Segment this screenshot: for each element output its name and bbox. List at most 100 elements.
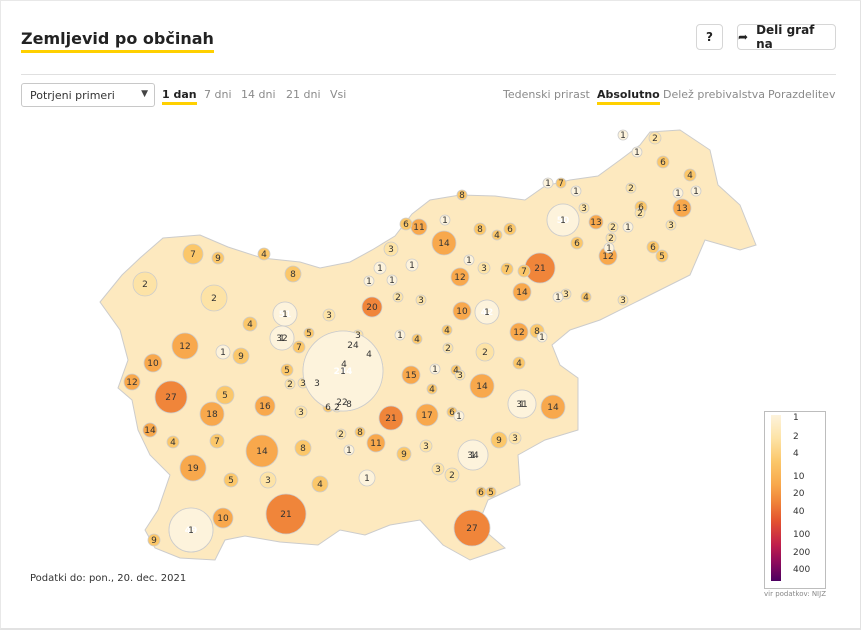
tab-period-7-dni[interactable]: 7 dni	[204, 88, 232, 101]
municipality-region[interactable]	[552, 291, 564, 303]
municipality-region[interactable]	[475, 342, 495, 362]
municipality-region[interactable]	[245, 434, 279, 468]
municipality-region[interactable]	[546, 203, 580, 237]
municipality-region[interactable]	[302, 330, 384, 412]
municipality-region[interactable]	[536, 331, 548, 343]
municipality-region[interactable]	[426, 383, 438, 395]
municipality-region[interactable]	[477, 261, 491, 275]
case-type-select[interactable]: Potrjeni primeri ▼	[21, 83, 155, 107]
municipality-region[interactable]	[363, 275, 375, 287]
municipality-region[interactable]	[509, 322, 529, 342]
municipality-region[interactable]	[453, 410, 465, 422]
municipality-region[interactable]	[361, 296, 383, 318]
municipality-region[interactable]	[259, 471, 277, 489]
municipality-region[interactable]	[211, 251, 225, 265]
municipality-region[interactable]	[500, 262, 514, 276]
municipality-region[interactable]	[646, 240, 660, 254]
municipality-region[interactable]	[441, 324, 453, 336]
municipality-region[interactable]	[415, 403, 439, 427]
municipality-region[interactable]	[485, 486, 497, 498]
municipality-region[interactable]	[665, 219, 677, 231]
municipality-region[interactable]	[617, 129, 629, 141]
municipality-region[interactable]	[512, 282, 532, 302]
municipality-region[interactable]	[143, 353, 163, 373]
municipality-region[interactable]	[294, 405, 308, 419]
municipality-region[interactable]	[209, 433, 225, 449]
municipality-region[interactable]	[254, 395, 276, 417]
municipality-region[interactable]	[179, 454, 207, 482]
municipality-region[interactable]	[358, 469, 376, 487]
tab-view-porazdelitev[interactable]: Porazdelitev	[768, 88, 836, 101]
municipality-region[interactable]	[503, 222, 517, 236]
municipality-region[interactable]	[490, 431, 508, 449]
municipality-region[interactable]	[570, 185, 582, 197]
municipality-region[interactable]	[439, 214, 451, 226]
municipality-region[interactable]	[123, 373, 141, 391]
municipality-region[interactable]	[648, 131, 662, 145]
tab-period-1-dan[interactable]: 1 dan	[162, 88, 197, 105]
municipality-region[interactable]	[540, 394, 566, 420]
municipality-region[interactable]	[232, 347, 250, 365]
municipality-region[interactable]	[655, 249, 669, 263]
municipality-region[interactable]	[454, 369, 466, 381]
municipality-region[interactable]	[431, 230, 457, 256]
municipality-region[interactable]	[512, 356, 526, 370]
municipality-region[interactable]	[396, 446, 412, 462]
municipality-region[interactable]	[507, 389, 537, 419]
municipality-region[interactable]	[690, 185, 702, 197]
municipality-region[interactable]	[672, 187, 684, 199]
municipality-region[interactable]	[200, 284, 228, 312]
tab-view-absolutno[interactable]: Absolutno	[597, 88, 660, 105]
municipality-region[interactable]	[215, 385, 235, 405]
municipality-region[interactable]	[335, 428, 347, 440]
municipality-region[interactable]	[578, 202, 590, 214]
municipality-region[interactable]	[450, 267, 470, 287]
municipality-region[interactable]	[284, 265, 302, 283]
municipality-region[interactable]	[625, 182, 637, 194]
municipality-region[interactable]	[257, 247, 271, 261]
share-button[interactable]: ➦ Deli graf na	[737, 23, 836, 51]
municipality-region[interactable]	[171, 332, 199, 360]
municipality-region[interactable]	[411, 333, 423, 345]
municipality-region[interactable]	[166, 435, 180, 449]
municipality-region[interactable]	[672, 198, 692, 218]
municipality-region[interactable]	[242, 316, 258, 332]
municipality-region[interactable]	[634, 207, 646, 219]
municipality-region[interactable]	[491, 229, 503, 241]
municipality-region[interactable]	[215, 344, 231, 360]
municipality-region[interactable]	[517, 264, 531, 278]
municipality-region[interactable]	[366, 433, 386, 453]
municipality-region[interactable]	[419, 439, 433, 453]
municipality-region[interactable]	[444, 467, 460, 483]
municipality-region[interactable]	[294, 439, 312, 457]
municipality-region[interactable]	[322, 308, 336, 322]
tab-view-tedenski-prirast[interactable]: Tedenski prirast	[503, 88, 590, 101]
municipality-region[interactable]	[453, 509, 491, 547]
municipality-region[interactable]	[683, 168, 697, 182]
municipality-region[interactable]	[373, 261, 387, 275]
municipality-region[interactable]	[508, 431, 522, 445]
municipality-region[interactable]	[280, 363, 294, 377]
municipality-region[interactable]	[394, 329, 406, 341]
municipality-region[interactable]	[456, 189, 468, 201]
municipality-region[interactable]	[401, 365, 421, 385]
tab-period-21-dni[interactable]: 21 dni	[286, 88, 321, 101]
municipality-region[interactable]	[463, 254, 475, 266]
municipality-region[interactable]	[386, 274, 398, 286]
municipality-region[interactable]	[199, 401, 225, 427]
municipality-region[interactable]	[392, 291, 404, 303]
municipality-region[interactable]	[292, 340, 306, 354]
municipality-region[interactable]	[383, 241, 399, 257]
municipality-region[interactable]	[555, 177, 567, 189]
municipality-region[interactable]	[354, 426, 366, 438]
municipality-region[interactable]	[457, 439, 489, 471]
municipality-region[interactable]	[617, 294, 629, 306]
municipality-region[interactable]	[607, 221, 619, 233]
municipality-region[interactable]	[603, 242, 615, 254]
municipality-region[interactable]	[378, 405, 404, 431]
municipality-region[interactable]	[588, 214, 604, 230]
municipality-region[interactable]	[452, 301, 472, 321]
municipality-region[interactable]	[631, 146, 643, 158]
municipality-region[interactable]	[580, 291, 592, 303]
municipality-region[interactable]	[399, 217, 413, 231]
